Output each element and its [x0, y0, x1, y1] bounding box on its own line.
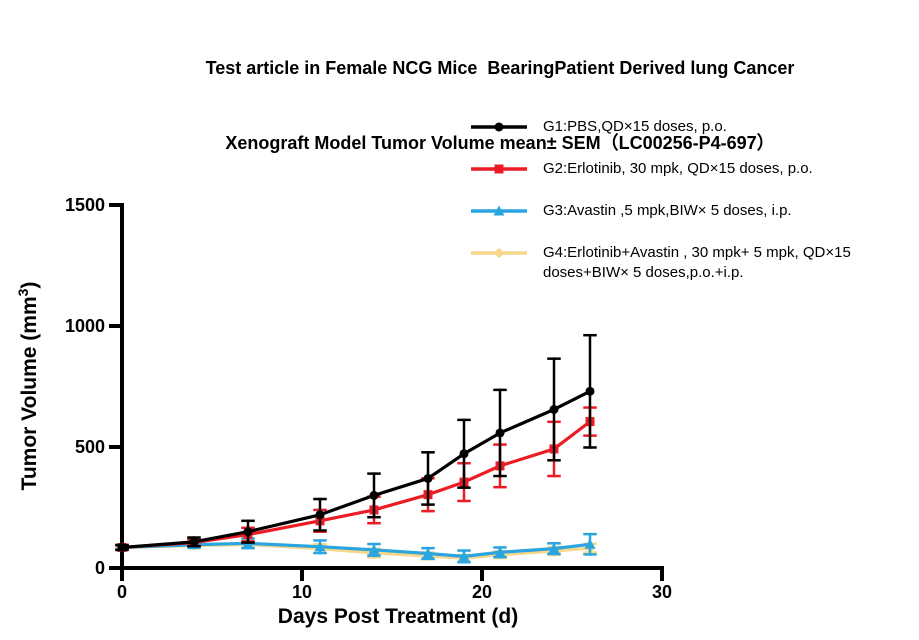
legend-swatch-g4-diamond-icon [471, 248, 527, 258]
series-g1 [115, 333, 597, 552]
marker-square [494, 164, 504, 174]
marker-circle [243, 527, 253, 537]
chart-title-line2: Xenograft Model Tumor Volume mean± SEM（L… [225, 133, 775, 153]
x-tick-label: 20 [472, 582, 492, 602]
y-axis-label-text: Tumor Volume (mm [18, 296, 41, 491]
marker-circle [549, 404, 559, 414]
series-line [120, 419, 592, 550]
marker-diamond [493, 248, 505, 258]
marker-triangle [494, 546, 506, 557]
marker-triangle [422, 547, 434, 558]
x-axis-label: Days Post Treatment (d) [277, 605, 519, 628]
marker-triangle [548, 543, 560, 554]
series-g2 [115, 406, 597, 552]
series-g3 [115, 532, 597, 564]
series-line [120, 541, 592, 558]
legend-swatch-g1-circle-icon [471, 122, 527, 132]
marker-circle [117, 542, 127, 552]
marker-triangle [458, 550, 470, 561]
marker-triangle [314, 541, 326, 552]
marker-circle [369, 490, 379, 500]
marker-circle [495, 428, 505, 438]
legend-item-g3: G3:Avastin ,5 mpk,BIW× 5 doses, i.p. [470, 201, 915, 221]
y-axis-label-superscript: 3 [15, 288, 31, 297]
y-tick-label: 1500 [65, 195, 105, 215]
marker-circle [585, 386, 595, 396]
legend-label-g4: G4:Erlotinib+Avastin , 30 mpk+ 5 mpk, QD… [543, 244, 855, 281]
axes: 0 10 20 30 0 500 1000 1500 [65, 195, 672, 602]
y-tick-label: 500 [75, 437, 105, 457]
legend: G1:PBS,QD×15 doses, p.o. G2:Erlotinib, 3… [470, 117, 915, 283]
y-tick-label: 0 [95, 558, 105, 578]
marker-triangle [493, 205, 505, 216]
chart-title: Test article in Female NCG Mice BearingP… [85, 6, 915, 181]
legend-item-g1: G1:PBS,QD×15 doses, p.o. [470, 117, 915, 137]
legend-item-g4: G4:Erlotinib+Avastin , 30 mpk+ 5 mpk, QD… [470, 243, 915, 283]
y-tick-label: 1000 [65, 316, 105, 336]
marker-circle [459, 449, 469, 459]
marker-circle [189, 537, 199, 547]
legend-label-g2: G2:Erlotinib, 30 mpk, QD×15 doses, p.o. [543, 160, 813, 177]
y-axis-label: Tumor Volume (mm3) [15, 196, 45, 576]
chart-title-line1: Test article in Female NCG Mice BearingP… [205, 58, 795, 78]
legend-label-g1: G1:PBS,QD×15 doses, p.o. [543, 118, 727, 135]
series-line [120, 389, 592, 550]
x-tick-label: 10 [292, 582, 312, 602]
y-axis-label-suffix: ) [18, 281, 41, 289]
x-tick-label: 0 [117, 582, 127, 602]
legend-swatch-g3-triangle-icon [471, 205, 527, 216]
marker-circle [423, 473, 433, 483]
marker-triangle [368, 544, 380, 555]
marker-triangle [584, 538, 596, 549]
x-tick-label: 30 [652, 582, 672, 602]
legend-label-g3: G3:Avastin ,5 mpk,BIW× 5 doses, i.p. [543, 202, 792, 219]
legend-swatch-g2-square-icon [471, 164, 527, 174]
legend-item-g2: G2:Erlotinib, 30 mpk, QD×15 doses, p.o. [470, 159, 915, 179]
marker-circle [315, 510, 325, 520]
marker-circle [494, 122, 504, 132]
